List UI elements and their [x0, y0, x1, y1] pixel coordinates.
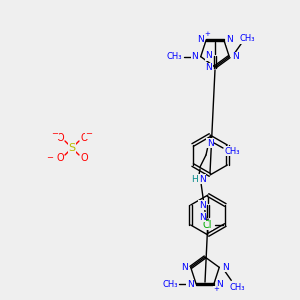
- Text: S: S: [68, 143, 76, 153]
- Text: +: +: [213, 286, 219, 292]
- Text: N: N: [232, 52, 238, 61]
- Text: H: H: [190, 175, 197, 184]
- Text: N: N: [182, 263, 188, 272]
- Text: +: +: [204, 31, 210, 37]
- Text: N: N: [206, 51, 212, 60]
- Text: CH₃: CH₃: [167, 52, 182, 61]
- Text: CH₃: CH₃: [224, 146, 240, 155]
- Text: Cl: Cl: [202, 220, 212, 230]
- Text: N: N: [207, 139, 213, 148]
- Text: N: N: [199, 175, 206, 184]
- Text: N: N: [191, 52, 198, 61]
- Text: CH₃: CH₃: [162, 280, 178, 289]
- Text: N: N: [216, 280, 223, 289]
- Text: O: O: [56, 153, 64, 163]
- Text: N: N: [222, 263, 229, 272]
- Text: N: N: [206, 63, 212, 72]
- Text: CH₃: CH₃: [230, 283, 245, 292]
- Text: N: N: [199, 212, 206, 221]
- Text: O: O: [56, 133, 64, 143]
- Text: N: N: [199, 200, 206, 209]
- Text: −: −: [85, 130, 92, 139]
- Text: O: O: [80, 133, 88, 143]
- Text: N: N: [187, 280, 194, 289]
- Text: N: N: [226, 35, 233, 44]
- Text: −: −: [46, 154, 53, 163]
- Text: −: −: [52, 130, 58, 139]
- Text: N: N: [197, 35, 204, 44]
- Text: O: O: [80, 153, 88, 163]
- Text: CH₃: CH₃: [239, 34, 255, 43]
